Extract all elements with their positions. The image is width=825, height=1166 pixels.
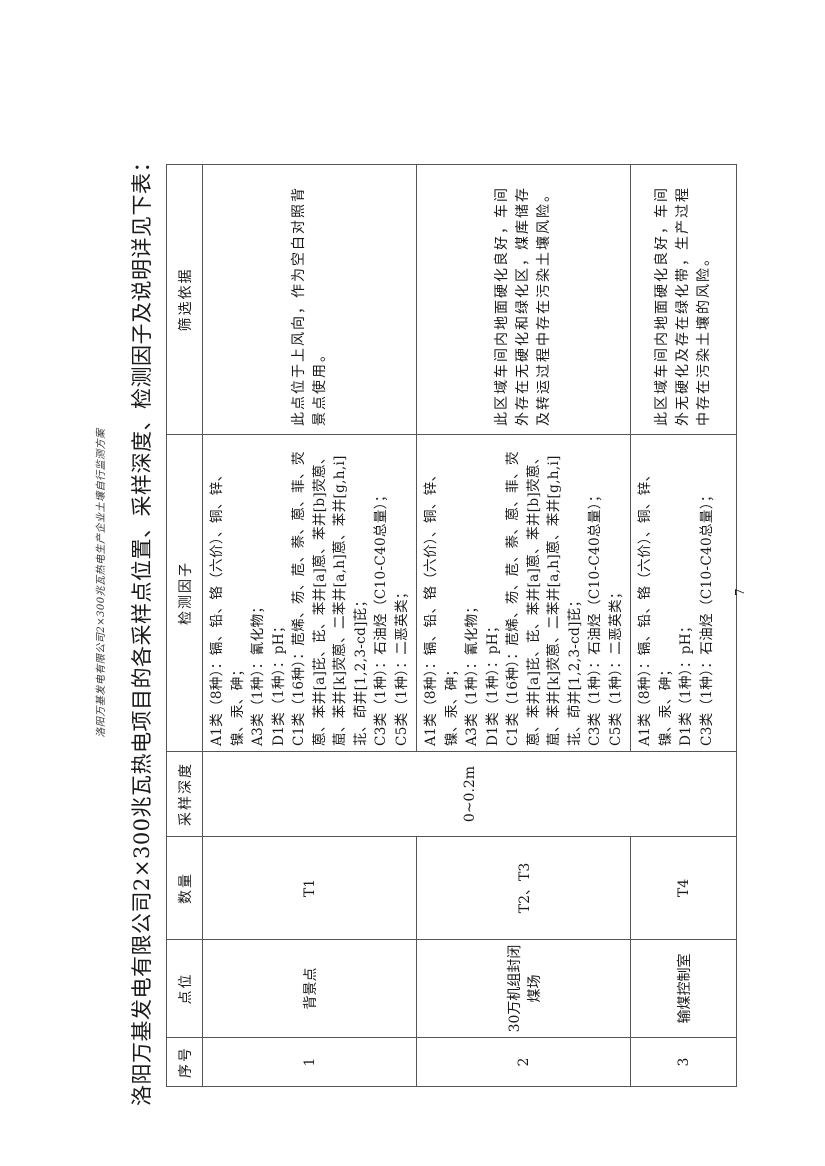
factor-line: C1类（16种）：苊烯、芴、苊、萘、蒽、菲、荧蒽、苯并[a]芘、芘、苯并[a]蒽… bbox=[291, 450, 369, 746]
table-header-row: 序号 点位 数量 采样深度 检测因子 筛选依据 bbox=[166, 164, 203, 1087]
factor-line: D1类（1种）：pH； bbox=[270, 619, 287, 746]
running-header: 洛阳万基发电有限公司2×300兆瓦热电生产企业土壤自行监测方案 bbox=[96, 428, 107, 738]
header-depth: 采样深度 bbox=[166, 751, 203, 837]
factor-line: D1类（1种）：pH； bbox=[678, 619, 694, 746]
row-no: 3 bbox=[630, 1037, 737, 1087]
row-factors: A1类（8种）：镉、铅、铬（六价）、铜、锌、镍、汞、砷； A3类（1种）：氰化物… bbox=[202, 434, 417, 752]
factor-line: A1类（8种）：镉、铅、铬（六价）、铜、锌、镍、汞、砷； bbox=[209, 467, 246, 746]
row-no: 2 bbox=[416, 1037, 631, 1087]
row-no: 1 bbox=[202, 1037, 417, 1087]
sampling-depth: 0~0.2m bbox=[202, 751, 737, 837]
row-count: T2、T3 bbox=[416, 836, 631, 940]
factor-line: A1类（8种）：镉、铅、铬（六价）、铜、锌、镍、汞、砷； bbox=[637, 467, 674, 746]
row-point: 背景点 bbox=[202, 939, 417, 1038]
table-row: 3 输煤控制室 T4 A1类（8种）：镉、铅、铬（六价）、铜、锌、镍、汞、砷； … bbox=[630, 164, 737, 1087]
page-title: 洛阳万基发电有限公司2×300兆瓦热电项目的各采样点位置、采样深度、检测因子及说… bbox=[130, 150, 154, 1106]
row-factors: A1类（8种）：镉、铅、铬（六价）、铜、锌、镍、汞、砷； A3类（1种）：氰化物… bbox=[416, 434, 631, 752]
factor-line: A1类（8种）：镉、铅、铬（六价）、铜、锌、镍、汞、砷； bbox=[423, 467, 460, 746]
factor-line: D1类（1种）：pH； bbox=[484, 619, 501, 746]
header-basis: 筛选依据 bbox=[166, 164, 203, 435]
table-row: 1 背景点 T1 0~0.2m A1类（8种）：镉、铅、铬（六价）、铜、锌、镍、… bbox=[202, 164, 737, 1087]
factor-line: C3类（1种）：石油烃（C10-C40总量）； bbox=[698, 488, 715, 746]
header-no: 序号 bbox=[166, 1037, 203, 1087]
row-basis: 此区域车间内地面硬化良好，车间外无硬化及存在绿化带，生产过程中存在污染土壤的风险… bbox=[630, 164, 737, 435]
factor-line: C5类（1种）：二恶英类； bbox=[393, 585, 410, 746]
factor-line: A3类（1种）：氰化物； bbox=[464, 599, 480, 746]
row-count: T4 bbox=[630, 836, 737, 940]
page-number: 7 bbox=[733, 588, 747, 596]
factor-line: C5类（1种）：二恶英类； bbox=[607, 585, 624, 746]
row-point: 30万机组封闭煤场 bbox=[416, 939, 631, 1038]
factor-line: C1类（16种）：苊烯、芴、苊、萘、蒽、菲、荧蒽、苯并[a]芘、芘、苯并[a]蒽… bbox=[505, 450, 583, 746]
header-factors: 检测因子 bbox=[166, 434, 203, 752]
row-factors: A1类（8种）：镉、铅、铬（六价）、铜、锌、镍、汞、砷； D1类（1种）：pH；… bbox=[630, 434, 737, 752]
header-count: 数量 bbox=[166, 836, 203, 940]
row-basis: 此区域车间内地面硬化良好，车间外存在无硬化和绿化区，煤库储存及转运过程中存在污染… bbox=[416, 164, 631, 435]
row-basis: 此点位于上风向，作为空白对照背景点使用。 bbox=[202, 164, 417, 435]
sampling-table: 序号 点位 数量 采样深度 检测因子 筛选依据 1 背景点 T1 0~0.2m … bbox=[166, 164, 737, 1087]
factor-line: C3类（1种）：石油烃（C10-C40总量）； bbox=[587, 488, 603, 746]
factor-line: A3类（1种）：氰化物； bbox=[250, 599, 266, 746]
factor-line: C3类（1种）：石油烃（C10-C40总量）； bbox=[373, 488, 389, 746]
row-count: T1 bbox=[202, 836, 417, 940]
table-row: 2 30万机组封闭煤场 T2、T3 A1类（8种）：镉、铅、铬（六价）、铜、锌、… bbox=[416, 164, 631, 1087]
row-point: 输煤控制室 bbox=[630, 939, 737, 1038]
header-point: 点位 bbox=[166, 939, 203, 1038]
